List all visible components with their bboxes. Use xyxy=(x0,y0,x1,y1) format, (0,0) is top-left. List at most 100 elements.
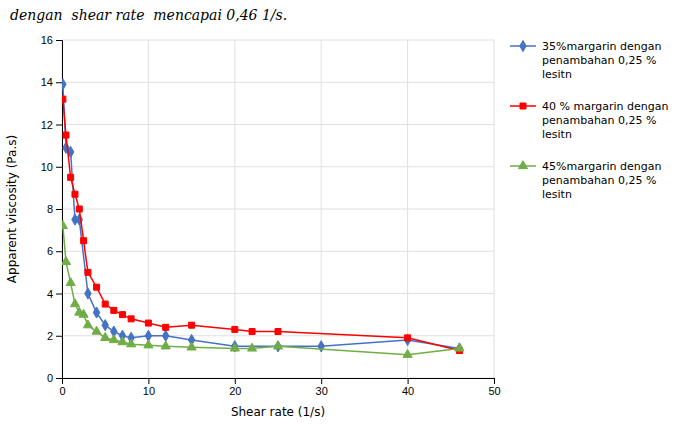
series-line xyxy=(63,226,460,355)
grid-line xyxy=(62,82,494,83)
chart: dengan shear rate mencapai 0,46 1/s. 0 10 2… xyxy=(0,0,684,426)
point xyxy=(145,320,151,326)
y-axis-title: Apparent viscosity (Pa.s) xyxy=(5,135,19,283)
tick-mark xyxy=(56,294,62,295)
point xyxy=(187,342,196,350)
point xyxy=(163,324,169,330)
point xyxy=(62,96,66,102)
tick-label: 0 xyxy=(47,372,53,384)
tick: 8 xyxy=(47,203,62,215)
point xyxy=(249,329,255,335)
point xyxy=(127,339,136,347)
tick-mark xyxy=(235,378,236,384)
tick-label: 12 xyxy=(41,119,53,131)
tick-mark xyxy=(56,125,62,126)
point xyxy=(85,288,91,299)
point xyxy=(232,326,238,332)
tick-label: 6 xyxy=(47,245,53,257)
grid-line xyxy=(62,293,494,294)
point xyxy=(405,335,411,341)
point xyxy=(62,257,71,265)
tick: 10 xyxy=(143,378,155,397)
tick: 50 xyxy=(488,378,500,397)
legend-marker xyxy=(518,161,527,169)
point xyxy=(189,322,195,328)
tick-mark xyxy=(56,378,62,379)
tick-label: 2 xyxy=(47,330,53,342)
point xyxy=(76,206,82,212)
point xyxy=(455,343,464,351)
tick-mark xyxy=(148,378,149,384)
point xyxy=(101,333,110,341)
tick-label: 20 xyxy=(229,385,241,397)
point xyxy=(161,341,170,349)
point xyxy=(162,330,168,341)
legend-marker xyxy=(520,103,526,109)
tick-label: 0 xyxy=(59,385,65,397)
tick-mark xyxy=(56,82,62,83)
plot: 0 10 20 30 40 50 0 2 4 6 8 10 12 14 16 xyxy=(41,34,501,397)
point xyxy=(94,284,100,290)
legend: 35%margarin denganpenambahan 0,25 %lesit… xyxy=(510,40,668,201)
axis-line xyxy=(56,41,63,379)
tick: 10 xyxy=(41,161,62,173)
point xyxy=(85,269,91,275)
point xyxy=(111,307,117,313)
point xyxy=(63,132,69,138)
point xyxy=(66,278,75,286)
point xyxy=(62,79,66,90)
point xyxy=(273,341,282,349)
tick-label: 50 xyxy=(488,385,500,397)
tick: 14 xyxy=(41,76,62,88)
legend-label: 35%margarin denganpenambahan 0,25 %lesit… xyxy=(542,40,661,81)
point xyxy=(403,349,412,357)
tick-mark xyxy=(56,40,62,41)
point xyxy=(404,334,410,345)
point xyxy=(102,320,108,331)
tick-mark xyxy=(321,378,322,384)
tick-label: 14 xyxy=(41,76,53,88)
point xyxy=(318,341,324,352)
point xyxy=(119,312,125,318)
x-axis-title: Shear rate (1/s) xyxy=(231,405,325,419)
tick-mark xyxy=(56,167,62,168)
tick: 12 xyxy=(41,119,62,131)
point xyxy=(144,340,153,348)
tick: 40 xyxy=(402,378,414,397)
grid-line xyxy=(62,251,494,252)
tick: 6 xyxy=(47,245,62,257)
tick: 0 xyxy=(59,378,65,397)
point xyxy=(102,301,108,307)
grid-line xyxy=(62,166,494,167)
grid-line xyxy=(62,124,494,125)
point xyxy=(93,307,99,318)
tick: 0 xyxy=(47,372,62,384)
legend-item: 35%margarin denganpenambahan 0,25 %lesit… xyxy=(510,40,661,81)
point xyxy=(62,221,67,229)
point xyxy=(109,335,118,343)
point xyxy=(72,191,78,197)
legend-item: 40 % margarin denganpenambahan 0,25 %les… xyxy=(510,100,668,141)
grid xyxy=(62,40,494,378)
tick-label: 4 xyxy=(47,288,53,300)
legend-marker xyxy=(520,40,526,51)
tick: 30 xyxy=(316,378,328,397)
tick-label: 40 xyxy=(402,385,414,397)
axis-line xyxy=(63,379,495,385)
tick: 16 xyxy=(41,34,62,46)
point xyxy=(68,174,74,180)
point xyxy=(83,320,92,328)
legend-item: 45%margarin denganpenambahan 0,25 %lesit… xyxy=(510,160,661,201)
series-group xyxy=(62,79,464,358)
series-line xyxy=(63,99,460,350)
grid-line xyxy=(62,40,494,41)
tick-mark xyxy=(408,378,409,384)
point xyxy=(79,309,88,317)
legend-label: 40 % margarin denganpenambahan 0,25 %les… xyxy=(542,100,668,141)
point xyxy=(230,343,239,351)
tick: 2 xyxy=(47,330,62,342)
tick-label: 10 xyxy=(41,161,53,173)
tick-label: 30 xyxy=(316,385,328,397)
legend-label: 45%margarin denganpenambahan 0,25 %lesit… xyxy=(542,160,661,201)
title: dengan shear rate mencapai 0,46 1/s. xyxy=(10,7,287,23)
